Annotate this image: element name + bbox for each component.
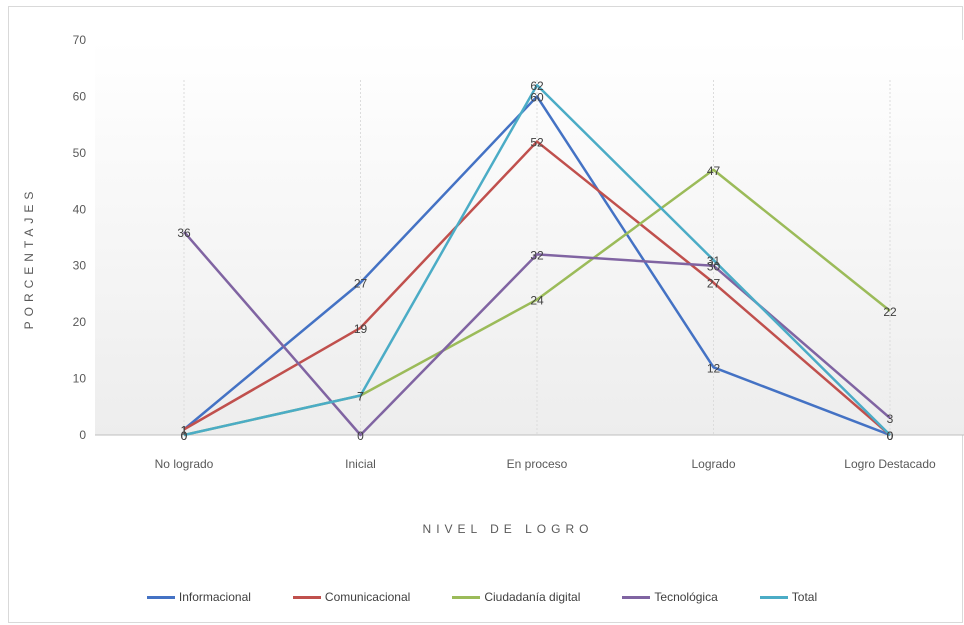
- y-tick-label: 0: [79, 428, 86, 442]
- y-tick-label: 60: [73, 89, 87, 103]
- data-label-ciudadan-a-digital: 47: [707, 164, 721, 178]
- legend-item-tecnol-gica: Tecnológica: [622, 590, 718, 604]
- legend-label: Informacional: [178, 590, 251, 604]
- data-label-total: 31: [707, 254, 721, 268]
- data-label-total: 7: [357, 390, 364, 404]
- series-line-informacional: [183, 95, 891, 437]
- series-layer: [183, 83, 891, 437]
- data-label-ciudadan-a-digital: 0: [181, 429, 188, 443]
- line-chart: No logrado Inicial En proceso Logrado Logro …: [22, 33, 964, 536]
- legend-item-total: Total: [759, 590, 818, 604]
- data-label-ciudadan-a-digital: 7: [357, 390, 364, 404]
- series-line-tecnol-gica: [183, 231, 891, 437]
- data-label-tecnol-gica: 0: [357, 429, 364, 443]
- data-label-total: 0: [181, 429, 188, 443]
- data-label-comunicacional: 0: [887, 429, 894, 443]
- series-line-total: [183, 83, 891, 437]
- legend-label: Total: [791, 590, 818, 604]
- x-tick-label: Inicial: [345, 457, 376, 471]
- data-label-ciudadan-a-digital: 22: [883, 305, 897, 319]
- y-tick-label: 50: [73, 146, 87, 160]
- legend-swatch: [292, 595, 321, 599]
- legend-swatch: [622, 595, 651, 599]
- y-tick-label: 10: [73, 372, 87, 386]
- data-label-tecnol-gica: 3: [887, 412, 894, 426]
- data-label-comunicacional: 52: [530, 136, 544, 150]
- legend-item-informacional: Informacional: [146, 590, 251, 604]
- data-label-total: 62: [530, 79, 544, 93]
- y-axis-title: PORCENTAJES: [22, 187, 36, 330]
- x-axis-title: NIVEL DE LOGRO: [423, 522, 594, 536]
- legend-swatch: [452, 595, 481, 599]
- legend-label: Tecnológica: [654, 590, 718, 604]
- legend-item-comunicacional: Comunicacional: [292, 590, 411, 604]
- legend-swatch: [146, 595, 175, 599]
- legend-label: Comunicacional: [324, 590, 411, 604]
- legend-label: Ciudadanía digital: [484, 590, 581, 604]
- data-label-ciudadan-a-digital: 24: [530, 294, 544, 308]
- data-label-informacional: 12: [707, 361, 721, 375]
- x-tick-label: Logrado: [691, 457, 735, 471]
- series-line-comunicacional: [183, 140, 891, 436]
- legend-item-ciudadan-a-digital: Ciudadanía digital: [452, 590, 580, 604]
- data-label-comunicacional: 1: [181, 423, 188, 437]
- legend-swatch: [759, 595, 788, 599]
- y-tick-label: 30: [73, 259, 87, 273]
- data-label-informacional: 27: [354, 277, 368, 291]
- data-label-informacional: 60: [530, 90, 544, 104]
- axes: No logrado Inicial En proceso Logrado Logro …: [73, 33, 964, 471]
- data-label-comunicacional: 27: [707, 277, 721, 291]
- data-label-tecnol-gica: 36: [177, 226, 191, 240]
- x-tick-label: No logrado: [155, 457, 214, 471]
- data-label-total: 0: [887, 429, 894, 443]
- gridlines: [183, 80, 891, 435]
- data-label-tecnol-gica: 30: [707, 260, 721, 274]
- x-tick-label: En proceso: [507, 457, 568, 471]
- y-tick-label: 20: [73, 315, 87, 329]
- data-label-comunicacional: 19: [354, 322, 368, 336]
- y-tick-label: 70: [73, 33, 87, 47]
- data-label-informacional: 0: [887, 429, 894, 443]
- y-tick-label: 40: [73, 202, 87, 216]
- x-tick-label: Logro Destacado: [844, 457, 936, 471]
- data-label-informacional: 1: [181, 423, 188, 437]
- legend: Informacional Comunicacional Ciudadanía di…: [0, 590, 964, 604]
- data-label-tecnol-gica: 32: [530, 248, 544, 262]
